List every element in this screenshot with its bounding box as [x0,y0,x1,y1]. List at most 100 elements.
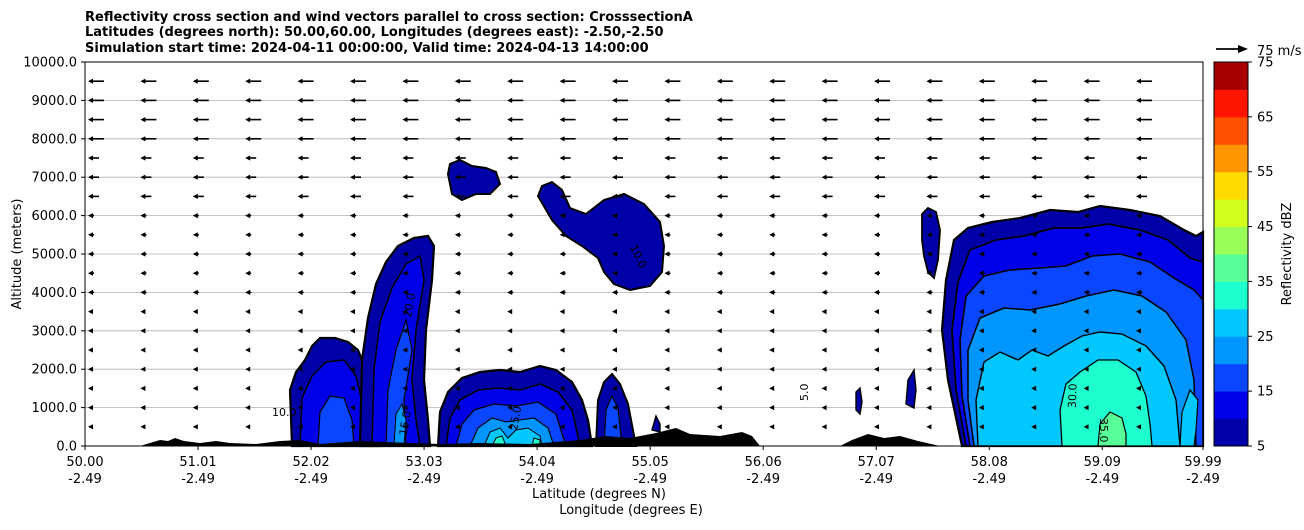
wind-vector-head [245,385,251,391]
wind-vector-head [192,328,198,334]
wind-vector-head [88,232,93,238]
colorbar-tick-label: 45 [1257,220,1274,235]
wind-vector-head [402,213,408,219]
x-axis-label-longitude: Longitude (degrees E) [559,503,703,518]
colorbar-segment [1214,171,1248,200]
wind-vector-head [821,347,827,353]
wind-vector-head [716,270,722,276]
wind-vector-head [402,424,408,430]
wind-vector-head [821,385,827,391]
wind-vector-head [192,424,198,430]
wind-vector-head [297,366,303,372]
wind-vector-head [192,136,198,142]
wind-vector-head [140,213,146,219]
wind-vector-head [350,155,355,161]
wind-vector-head [507,328,513,334]
wind-vector-head [769,193,775,199]
wind-vector-head [507,424,513,430]
wind-vector-head [612,155,617,161]
wind-vector-head [874,174,879,180]
wind-vector-head [1083,213,1089,219]
wind-vector-head [1136,289,1141,295]
wind-vector-head [716,232,722,238]
wind-vector-head [612,366,617,372]
wind-vector-head [612,405,617,411]
wind-vector-head [612,270,617,276]
wind-vector-head [507,117,513,123]
wind-vector-head [1031,232,1037,238]
wind-vector-head [769,385,775,391]
wind-vector-head [926,405,932,411]
contour-label: 30.0 [1066,383,1080,408]
colorbar: 5 15 25 35 45 55 65 75 [1213,56,1274,455]
wind-vector-head [350,136,355,142]
wind-vector-head [612,328,617,334]
wind-vector-head [1083,78,1089,84]
wind-vector-head [507,251,513,257]
wind-vector-head [1031,405,1037,411]
wind-vector-head [297,117,303,123]
x-tick-label-longitude: -2.49 [746,472,780,487]
wind-vector-head [559,174,565,180]
wind-vector-head [454,289,460,295]
wind-vector-head [507,405,513,411]
wind-vector-head [88,213,93,219]
plot-area: 10.0 5.0 10.0 15.0 20.0 25.0 30.0 35.0 [84,61,1205,448]
wind-vector-head [769,136,775,142]
wind-vector-head [1083,117,1089,123]
wind-vector-head [769,347,775,353]
echo-dot-1 [651,414,661,433]
wind-vector-head [769,270,775,276]
colorbar-tick-label: 35 [1257,275,1274,290]
wind-vector-head [350,385,355,391]
wind-vector-head [245,328,251,334]
x-tick-label-latitude: 59.09 [1084,455,1121,470]
wind-vector-head [402,97,408,103]
wind-vector-head [769,251,775,257]
colorbar-segment [1214,144,1248,173]
x-tick-label-latitude: 52.02 [292,455,329,470]
wind-vector-head [559,136,565,142]
wind-vector-head [1136,366,1141,372]
wind-vector-head [559,232,565,238]
wind-vector-head [612,97,617,103]
wind-vector-head [245,232,251,238]
wind-vector-head [559,78,565,84]
wind-vector-head [1083,309,1089,315]
x-tick-label-longitude: -2.49 [68,472,102,487]
wind-vector-head [245,155,251,161]
x-axis: 50.00 -2.49 51.01 -2.49 52.02 -2.49 53.03 -2.49… [66,446,1222,487]
wind-vector-head [454,78,460,84]
wind-vector-head [350,78,355,84]
wind-vector-head [559,97,565,103]
chart-title-line-3: Simulation start time: 2024-04-11 00:00:… [85,41,649,56]
wind-vector-head [1031,289,1037,295]
wind-vector-head [1136,213,1141,219]
wind-vector-head [821,97,827,103]
wind-vector-head [716,289,722,295]
wind-vector-head [88,366,93,372]
wind-vector-head [664,136,670,142]
wind-vector-head [716,309,722,315]
wind-vector-head [402,270,408,276]
wind-vector-head [874,424,879,430]
wind-vector-head [978,155,984,161]
wind-vector-head [402,405,408,411]
x-axis-label-latitude: Latitude (degrees N) [532,487,666,502]
wind-vector-head [402,328,408,334]
y-tick-label: 9000.0 [32,94,78,109]
wind-vector-head [821,289,827,295]
wind-vector-head [716,328,722,334]
wind-vector-head [978,309,984,315]
y-tick-label: 5000.0 [32,248,78,263]
wind-vector-head [1136,117,1141,123]
wind-vector-head [507,193,513,199]
wind-vector-head [874,328,879,334]
wind-vector-head [926,136,932,142]
y-tick-label: 10000.0 [23,56,77,71]
wind-vector-head [454,232,460,238]
wind-vector-head [716,155,722,161]
wind-vector-head [769,232,775,238]
wind-vector-head [978,78,984,84]
